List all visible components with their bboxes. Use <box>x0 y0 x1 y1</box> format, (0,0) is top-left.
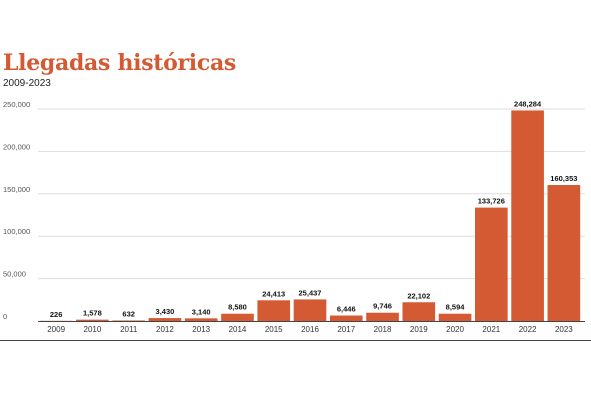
bar <box>184 318 218 321</box>
bar <box>366 312 399 321</box>
bars <box>39 110 581 321</box>
x-tick-label: 2013 <box>192 325 210 334</box>
bar <box>148 318 182 321</box>
y-tick-label: 250,000 <box>3 100 30 109</box>
data-label: 22,102 <box>407 291 430 300</box>
x-tick-label: 2020 <box>446 325 464 334</box>
chart-title: Llegadas históricas <box>3 50 237 76</box>
x-tick-label: 2009 <box>47 325 65 334</box>
bar <box>475 207 508 321</box>
data-label: 160,353 <box>550 174 577 183</box>
data-label: 248,284 <box>514 99 542 108</box>
bar <box>76 319 109 321</box>
chart-subtitle: 2009-2023 <box>3 78 51 89</box>
x-tick-label: 2017 <box>337 325 355 334</box>
bar <box>257 300 291 321</box>
data-label: 133,726 <box>478 197 505 206</box>
data-label: 1,578 <box>83 309 102 318</box>
x-tick-label: 2011 <box>120 325 138 334</box>
y-tick-label: 100,000 <box>3 227 30 236</box>
x-tick-label: 2018 <box>374 325 392 334</box>
bar <box>112 320 145 321</box>
y-tick-label: 0 <box>3 312 7 321</box>
x-tick-label: 2016 <box>301 325 319 334</box>
bar <box>438 313 472 321</box>
x-tick-label: 2012 <box>156 325 174 334</box>
x-tick-label: 2021 <box>482 325 500 334</box>
bar <box>221 313 254 321</box>
data-label: 6,446 <box>337 305 356 314</box>
x-tick-label: 2019 <box>410 325 428 334</box>
data-labels: 226 1,578 632 3,430 3,140 8,580 24,413 25,437 6,… <box>50 99 578 318</box>
x-tick-label: 2023 <box>555 325 573 334</box>
bottom-rule <box>0 340 591 341</box>
data-label: 226 <box>50 310 63 319</box>
data-label: 3,140 <box>192 307 211 316</box>
y-axis-ticks: 0 50,000 100,000 150,000 200,000 250,000 <box>3 100 30 321</box>
bar <box>511 110 544 321</box>
y-tick-label: 50,000 <box>3 270 26 279</box>
data-label: 8,594 <box>446 303 466 312</box>
data-label: 25,437 <box>299 288 322 297</box>
x-tick-label: 2010 <box>84 325 102 334</box>
y-tick-label: 150,000 <box>3 185 30 194</box>
x-tick-label: 2022 <box>519 325 537 334</box>
bar <box>329 315 363 321</box>
data-label: 24,413 <box>262 289 285 298</box>
data-label: 632 <box>122 309 135 318</box>
data-label: 9,746 <box>373 302 392 311</box>
x-tick-label: 2014 <box>229 325 247 334</box>
y-tick-label: 200,000 <box>3 142 30 151</box>
bar <box>402 302 436 321</box>
data-label: 8,580 <box>228 303 247 312</box>
bar <box>547 185 581 321</box>
x-axis-labels: 2009 2010 2011 2012 2013 2014 2015 2016 2017 2018… <box>47 325 573 334</box>
bar <box>293 299 327 321</box>
x-tick-label: 2015 <box>265 325 283 334</box>
data-label: 3,430 <box>156 307 175 316</box>
